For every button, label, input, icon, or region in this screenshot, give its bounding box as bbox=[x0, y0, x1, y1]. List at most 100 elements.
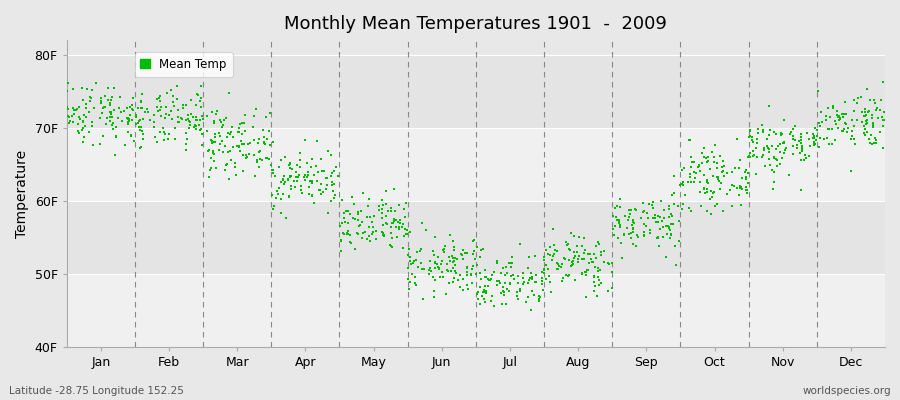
Point bbox=[319, 175, 333, 182]
Point bbox=[703, 166, 717, 172]
Point bbox=[810, 133, 824, 140]
Point bbox=[571, 256, 585, 262]
Point bbox=[794, 157, 808, 164]
Point bbox=[734, 183, 748, 189]
Point bbox=[755, 122, 770, 128]
Point bbox=[532, 296, 546, 302]
Point bbox=[331, 173, 346, 180]
Legend: Mean Temp: Mean Temp bbox=[135, 52, 232, 77]
Point bbox=[392, 202, 406, 208]
Point bbox=[379, 219, 393, 226]
Point bbox=[770, 163, 784, 170]
Point bbox=[179, 102, 194, 108]
Point bbox=[649, 219, 663, 225]
Point bbox=[733, 157, 747, 163]
Point bbox=[551, 266, 565, 272]
Point bbox=[575, 270, 590, 276]
Point bbox=[746, 152, 760, 159]
Point bbox=[151, 108, 166, 114]
Point bbox=[226, 144, 240, 150]
Point bbox=[290, 178, 304, 184]
Point bbox=[183, 122, 197, 129]
Point bbox=[220, 133, 234, 140]
Point bbox=[265, 166, 279, 173]
Point bbox=[733, 185, 747, 192]
Point bbox=[337, 210, 351, 217]
Point bbox=[210, 108, 224, 114]
Point bbox=[206, 158, 220, 165]
Point bbox=[127, 138, 141, 144]
Point bbox=[259, 114, 274, 121]
Point bbox=[138, 109, 152, 116]
Point bbox=[697, 186, 711, 192]
Point bbox=[793, 134, 807, 140]
Point bbox=[643, 227, 657, 233]
Point bbox=[266, 167, 280, 174]
Point bbox=[293, 150, 308, 156]
Point bbox=[867, 97, 881, 103]
Point bbox=[506, 272, 520, 278]
Point bbox=[762, 162, 777, 168]
Point bbox=[300, 160, 314, 166]
Point bbox=[671, 218, 686, 224]
Point bbox=[399, 200, 413, 206]
Point bbox=[259, 154, 274, 161]
Point bbox=[79, 114, 94, 120]
Point bbox=[863, 97, 878, 103]
Point bbox=[714, 180, 728, 186]
Point bbox=[527, 278, 542, 285]
Point bbox=[341, 231, 356, 237]
Point bbox=[251, 140, 266, 146]
Point bbox=[535, 281, 549, 287]
Point bbox=[733, 164, 747, 171]
Point bbox=[499, 264, 513, 270]
Point bbox=[257, 134, 272, 140]
Point bbox=[223, 131, 238, 137]
Point bbox=[838, 99, 852, 106]
Point bbox=[291, 174, 305, 180]
Point bbox=[695, 160, 709, 166]
Point bbox=[247, 152, 261, 158]
Point bbox=[263, 110, 277, 116]
Point bbox=[583, 251, 598, 257]
Point bbox=[105, 120, 120, 126]
Point bbox=[784, 129, 798, 135]
Point bbox=[855, 109, 869, 115]
Point bbox=[786, 143, 800, 150]
Point bbox=[536, 254, 551, 261]
Point bbox=[701, 154, 716, 160]
Point bbox=[650, 235, 664, 242]
Point bbox=[868, 100, 882, 106]
Point bbox=[626, 240, 640, 247]
Point bbox=[328, 164, 343, 170]
Point bbox=[605, 260, 619, 267]
Point bbox=[608, 205, 622, 212]
Point bbox=[147, 124, 161, 130]
Point bbox=[200, 113, 214, 120]
Point bbox=[171, 107, 185, 114]
Point bbox=[290, 162, 304, 168]
Point bbox=[191, 92, 205, 98]
Point bbox=[656, 234, 670, 240]
Point bbox=[490, 278, 504, 284]
Point bbox=[253, 156, 267, 162]
Point bbox=[802, 153, 816, 159]
Point bbox=[257, 141, 272, 148]
Point bbox=[158, 103, 173, 110]
Point bbox=[250, 156, 265, 163]
Point bbox=[403, 228, 418, 235]
Point bbox=[135, 90, 149, 97]
Point bbox=[222, 90, 237, 96]
Point bbox=[147, 124, 161, 130]
Point bbox=[133, 126, 148, 133]
Point bbox=[70, 128, 85, 134]
Point bbox=[749, 170, 763, 177]
Point bbox=[250, 158, 265, 165]
Point bbox=[409, 282, 423, 288]
Point bbox=[426, 248, 440, 254]
Point bbox=[76, 118, 91, 124]
Point bbox=[502, 281, 517, 288]
Point bbox=[860, 111, 874, 118]
Point bbox=[651, 234, 665, 241]
Point bbox=[166, 98, 180, 105]
